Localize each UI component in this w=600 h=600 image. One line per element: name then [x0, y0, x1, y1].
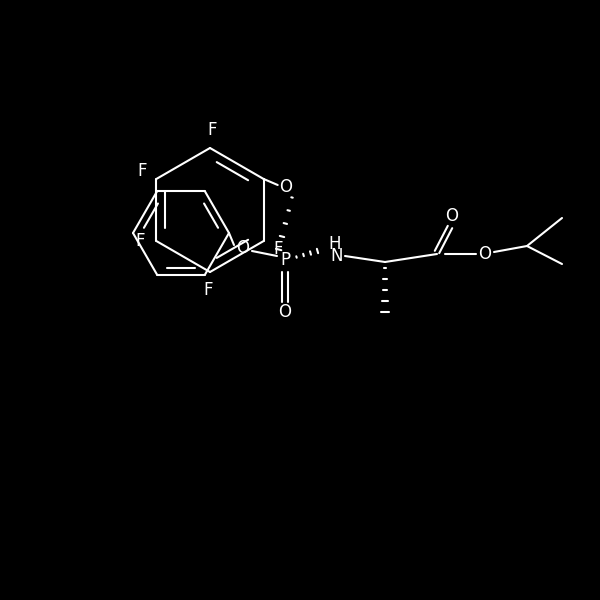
Text: H: H: [329, 235, 341, 253]
Text: F: F: [203, 281, 213, 299]
Text: O: O: [445, 207, 458, 225]
Text: P: P: [280, 251, 290, 269]
Text: O: O: [278, 303, 292, 321]
Text: F: F: [207, 121, 217, 139]
Text: F: F: [136, 232, 145, 250]
Text: O: O: [479, 245, 491, 263]
Text: O: O: [279, 178, 292, 196]
Text: O: O: [236, 239, 250, 257]
Text: N: N: [331, 247, 343, 265]
Text: F: F: [273, 240, 283, 258]
Text: F: F: [137, 162, 147, 180]
